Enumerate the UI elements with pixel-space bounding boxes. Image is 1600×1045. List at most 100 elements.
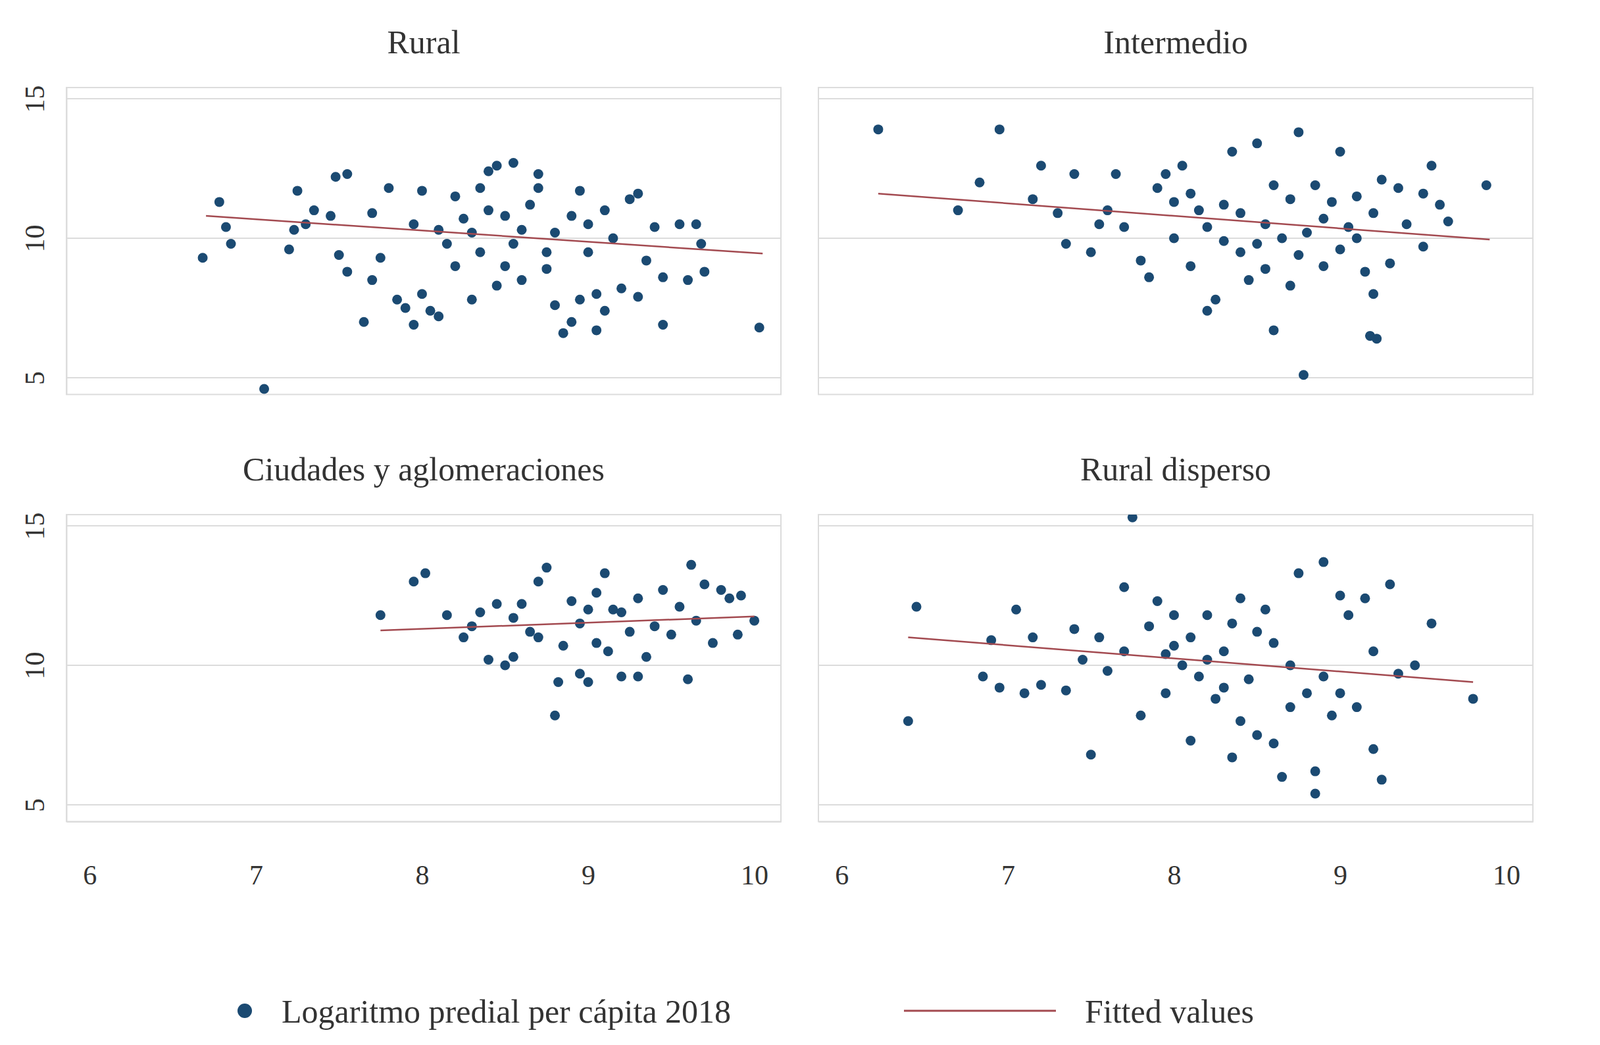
point [591, 587, 602, 598]
marks [375, 559, 760, 721]
marks [873, 124, 1491, 380]
point [1359, 266, 1370, 277]
legend-line [903, 1009, 1056, 1012]
point [600, 568, 610, 579]
point [1293, 126, 1304, 137]
x-axis-line [819, 821, 1534, 823]
point [408, 319, 419, 330]
point [632, 593, 643, 604]
point [1119, 582, 1129, 593]
point [533, 182, 544, 193]
y-tick-label: 15 [19, 85, 50, 114]
x-tick-label: 9 [1333, 859, 1348, 891]
point [508, 238, 519, 249]
point [442, 238, 452, 249]
point [259, 383, 270, 394]
point [1036, 160, 1047, 171]
legend-marker [237, 1003, 252, 1018]
point [575, 294, 585, 305]
point [1027, 194, 1038, 204]
point [442, 609, 452, 620]
point [682, 275, 693, 285]
point [1481, 180, 1492, 191]
point [1393, 182, 1404, 193]
point [1185, 188, 1196, 199]
point [666, 629, 677, 640]
x-axis-line [67, 821, 782, 823]
point [1335, 688, 1346, 699]
x-tick: 6 [834, 821, 849, 891]
plot-frame [818, 87, 1533, 395]
point [214, 196, 225, 207]
point [359, 317, 370, 327]
x-tick-label: 7 [249, 859, 264, 891]
point [632, 671, 643, 681]
point [632, 292, 643, 302]
point [754, 322, 765, 333]
panel-title: Rural disperso [1080, 450, 1272, 488]
point [553, 676, 564, 687]
point [657, 319, 668, 330]
grid-line [66, 98, 781, 100]
point [1069, 169, 1079, 179]
point [1201, 654, 1212, 665]
point [953, 205, 964, 216]
x-tick-label: 8 [415, 859, 429, 891]
point [1426, 160, 1437, 171]
point [492, 598, 502, 609]
point [994, 124, 1005, 135]
point [1011, 604, 1022, 615]
point [330, 171, 341, 182]
x-tick: 9 [581, 821, 596, 891]
x-tick: 7 [1001, 821, 1016, 891]
point [1077, 654, 1088, 665]
plot-frame [66, 87, 781, 395]
point [450, 261, 460, 272]
point [707, 638, 718, 649]
point [1426, 618, 1437, 629]
y-tick-label: 15 [19, 512, 50, 541]
point [1368, 288, 1379, 299]
x-tick: 8 [415, 821, 429, 891]
point [1177, 160, 1188, 171]
point [616, 607, 627, 618]
point [1135, 255, 1146, 266]
point [1468, 693, 1479, 704]
point [292, 185, 303, 196]
point [600, 205, 610, 216]
point [873, 124, 883, 135]
point [309, 205, 320, 216]
point [1201, 305, 1212, 316]
x-tick-label: 7 [1001, 859, 1016, 891]
x-tick: 9 [1333, 821, 1348, 891]
point [641, 255, 652, 266]
point [566, 317, 577, 327]
point [1376, 174, 1387, 185]
y-tick: 5 [19, 798, 67, 812]
point [475, 182, 485, 193]
panel-title: Rural [386, 23, 460, 61]
point [1152, 596, 1163, 606]
point [1251, 626, 1262, 637]
point [1269, 325, 1279, 335]
point [1086, 247, 1097, 258]
point [492, 280, 502, 291]
point [1318, 671, 1329, 681]
panel: Rural disperso678910 [818, 450, 1534, 891]
point [657, 584, 668, 595]
grid [66, 98, 781, 378]
point [1061, 238, 1072, 249]
point [575, 668, 585, 679]
point [716, 584, 727, 595]
point [1169, 640, 1179, 651]
point [500, 660, 510, 671]
point [657, 272, 668, 283]
plot-frame [66, 514, 781, 822]
point [1326, 196, 1337, 207]
point [1235, 593, 1246, 604]
point [1326, 710, 1337, 721]
y-axis: 51015 [19, 85, 68, 395]
point [1226, 618, 1237, 629]
point [591, 288, 602, 299]
point [1293, 568, 1304, 579]
